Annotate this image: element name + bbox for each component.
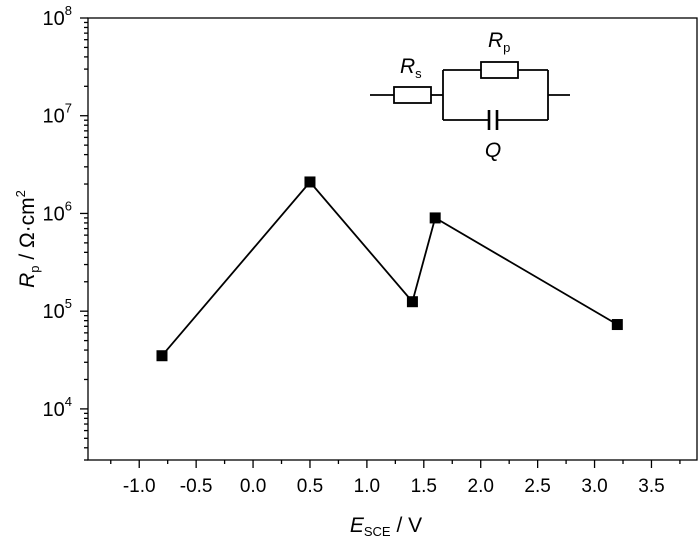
x-tick-label: 1.0 — [354, 476, 380, 497]
x-tick-label: -1.0 — [123, 476, 156, 497]
equivalent-circuit-inset — [370, 61, 570, 130]
rs-label: Rs — [400, 55, 422, 81]
y-tick-label: 104 — [43, 394, 72, 421]
x-tick-label: 2.5 — [524, 476, 550, 497]
x-tick-label: 0.0 — [240, 476, 266, 497]
resistor-rp — [480, 61, 519, 79]
data-point-marker — [406, 296, 418, 308]
rp-label-sub: p — [503, 40, 510, 55]
x-axis-label: ESCE / V — [350, 514, 422, 539]
rs-label-sub: s — [415, 66, 422, 81]
x-tick-label: 3.0 — [581, 476, 607, 497]
y-label-unit: / Ω·cm — [16, 197, 39, 265]
x-tick-label: 0.5 — [297, 476, 323, 497]
rs-label-main: R — [400, 55, 415, 78]
y-axis-ticks — [80, 17, 88, 461]
y-axis-label: Rp / Ω·cm2 — [13, 190, 42, 288]
y-tick-labels: 104 105 106 107 108 — [43, 3, 72, 421]
x-axis-ticks — [110, 460, 681, 468]
y-tick-label: 108 — [43, 3, 72, 30]
x-label-unit: / V — [391, 514, 423, 537]
x-label-main: E — [350, 514, 365, 537]
plot-frame — [87, 17, 698, 461]
y-label-sup: 2 — [13, 190, 28, 197]
x-tick-label: 1.5 — [411, 476, 437, 497]
rp-label-main: R — [488, 29, 503, 52]
series-line — [161, 180, 618, 357]
y-tick-label: 107 — [43, 101, 72, 128]
rp-label: Rp — [488, 29, 510, 55]
y-tick-label: 105 — [43, 296, 72, 323]
data-point-marker — [304, 176, 316, 188]
data-point-marker — [611, 319, 623, 331]
x-tick-label: -0.5 — [180, 476, 213, 497]
x-tick-label: 2.0 — [468, 476, 494, 497]
x-label-sub: SCE — [364, 524, 391, 539]
series-markers — [156, 176, 623, 362]
y-tick-label: 106 — [43, 198, 72, 225]
y-label-sub: p — [27, 266, 42, 273]
resistor-rs — [393, 86, 432, 104]
y-label-main: R — [16, 273, 39, 288]
q-label: Q — [485, 139, 501, 162]
x-tick-label: 3.5 — [638, 476, 664, 497]
data-point-marker — [429, 212, 441, 224]
x-tick-labels: -1.0 -0.5 0.0 0.5 1.0 1.5 2.0 2.5 3.0 3.5 — [123, 476, 665, 497]
data-point-marker — [156, 350, 168, 362]
